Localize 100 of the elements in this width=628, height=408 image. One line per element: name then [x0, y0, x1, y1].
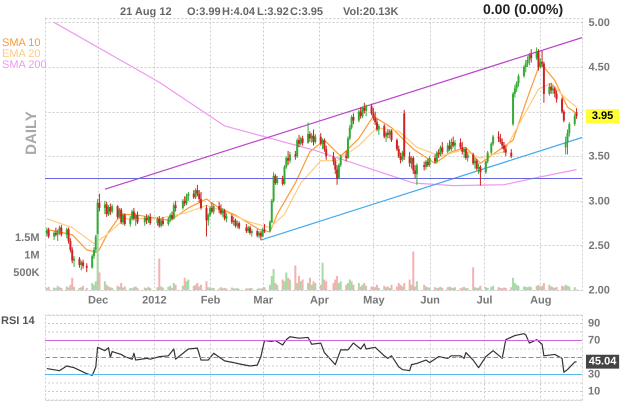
y-tick-label: 30 — [588, 368, 600, 380]
y2-tick-label: 1M — [24, 249, 40, 262]
text: O:3.99 — [187, 6, 221, 18]
candlestick — [136, 211, 139, 225]
candlestick — [360, 106, 362, 120]
candlestick — [378, 124, 380, 136]
y-tick-label: 5.00 — [588, 16, 610, 29]
candlestick — [439, 145, 442, 157]
candlestick — [472, 152, 474, 166]
text: SMA 200 — [2, 59, 47, 71]
annotation: 3.95 — [592, 110, 614, 122]
candlestick — [174, 200, 177, 212]
candlestick — [428, 156, 431, 168]
bar — [472, 267, 474, 290]
candlestick — [502, 141, 505, 154]
y-tick-label: 3.00 — [588, 195, 610, 208]
annotation: 45.04 — [588, 356, 618, 368]
bar — [205, 281, 208, 290]
candlestick — [530, 48, 532, 64]
candlestick — [498, 130, 500, 142]
y2-tick-label: 500K — [13, 266, 40, 279]
bar — [184, 278, 186, 290]
bar — [198, 286, 200, 290]
candlestick — [288, 151, 291, 164]
candlestick — [539, 58, 542, 70]
y-tick-label: 4.50 — [588, 62, 610, 74]
candlestick — [205, 204, 208, 237]
candlestick — [224, 208, 226, 221]
candlestick — [134, 212, 137, 226]
chart-title: RSI 14 — [1, 315, 36, 327]
text: L:3.92 — [257, 6, 289, 18]
candlestick — [452, 136, 454, 148]
bar — [336, 276, 338, 290]
candlestick — [48, 227, 50, 239]
bar — [510, 287, 512, 290]
candlestick — [448, 140, 451, 152]
candlestick — [307, 122, 310, 144]
candlestick — [479, 164, 482, 186]
candlestick — [385, 130, 388, 142]
bar — [390, 284, 393, 290]
candlestick — [372, 108, 374, 122]
bar — [98, 272, 100, 290]
bar — [71, 278, 74, 290]
candlestick — [194, 188, 197, 200]
candlestick — [56, 228, 59, 242]
bar — [518, 286, 520, 290]
x-tick-label: Aug — [530, 294, 552, 306]
y-tick-label: 90 — [588, 318, 600, 330]
text: H:4.04 — [222, 6, 256, 18]
candlestick — [230, 214, 233, 225]
candlestick — [441, 141, 444, 155]
bar — [416, 281, 418, 290]
y-tick-label: 10 — [588, 386, 600, 398]
candlestick — [412, 156, 414, 175]
bar — [296, 283, 298, 290]
candlestick — [298, 134, 300, 148]
candlestick — [282, 175, 284, 186]
candlestick — [446, 142, 449, 154]
x-tick-label: Jun — [420, 294, 440, 306]
candlestick — [120, 207, 122, 225]
candlestick — [98, 193, 100, 212]
x-tick-label: Apr — [310, 294, 330, 306]
y-tick-label: 70 — [588, 334, 600, 346]
text: DAILY — [23, 111, 40, 155]
candlestick — [218, 201, 220, 214]
y-tick-label: 2.50 — [588, 240, 610, 252]
bar — [158, 258, 160, 290]
candlestick — [184, 196, 186, 207]
candlestick — [474, 158, 476, 170]
bar — [403, 283, 406, 290]
candlestick — [390, 128, 393, 142]
candlestick — [186, 193, 188, 206]
candlestick — [476, 158, 478, 171]
bar — [156, 287, 158, 290]
bar — [512, 278, 514, 290]
bar — [566, 286, 568, 290]
x-tick-label: May — [363, 294, 386, 306]
candlestick — [200, 191, 202, 210]
candlestick — [302, 135, 304, 146]
candlestick — [312, 128, 314, 146]
candlestick — [124, 212, 126, 226]
bar — [542, 283, 545, 290]
x-tick-label: Mar — [253, 294, 274, 306]
bar — [308, 278, 311, 290]
candlestick — [262, 227, 264, 238]
line-series — [46, 333, 578, 376]
bar — [396, 286, 398, 290]
candlestick — [106, 201, 108, 218]
candlestick — [574, 112, 576, 126]
candlestick — [408, 151, 411, 168]
candlestick — [537, 48, 540, 72]
bar — [376, 284, 378, 290]
candlestick — [383, 124, 386, 139]
bar — [120, 283, 122, 290]
y-tick-label: 2.00 — [588, 284, 610, 296]
candlestick — [345, 150, 348, 162]
bar — [310, 284, 313, 290]
bar — [410, 284, 412, 290]
y-tick-label: 3.50 — [588, 150, 610, 163]
candlestick — [361, 106, 364, 118]
